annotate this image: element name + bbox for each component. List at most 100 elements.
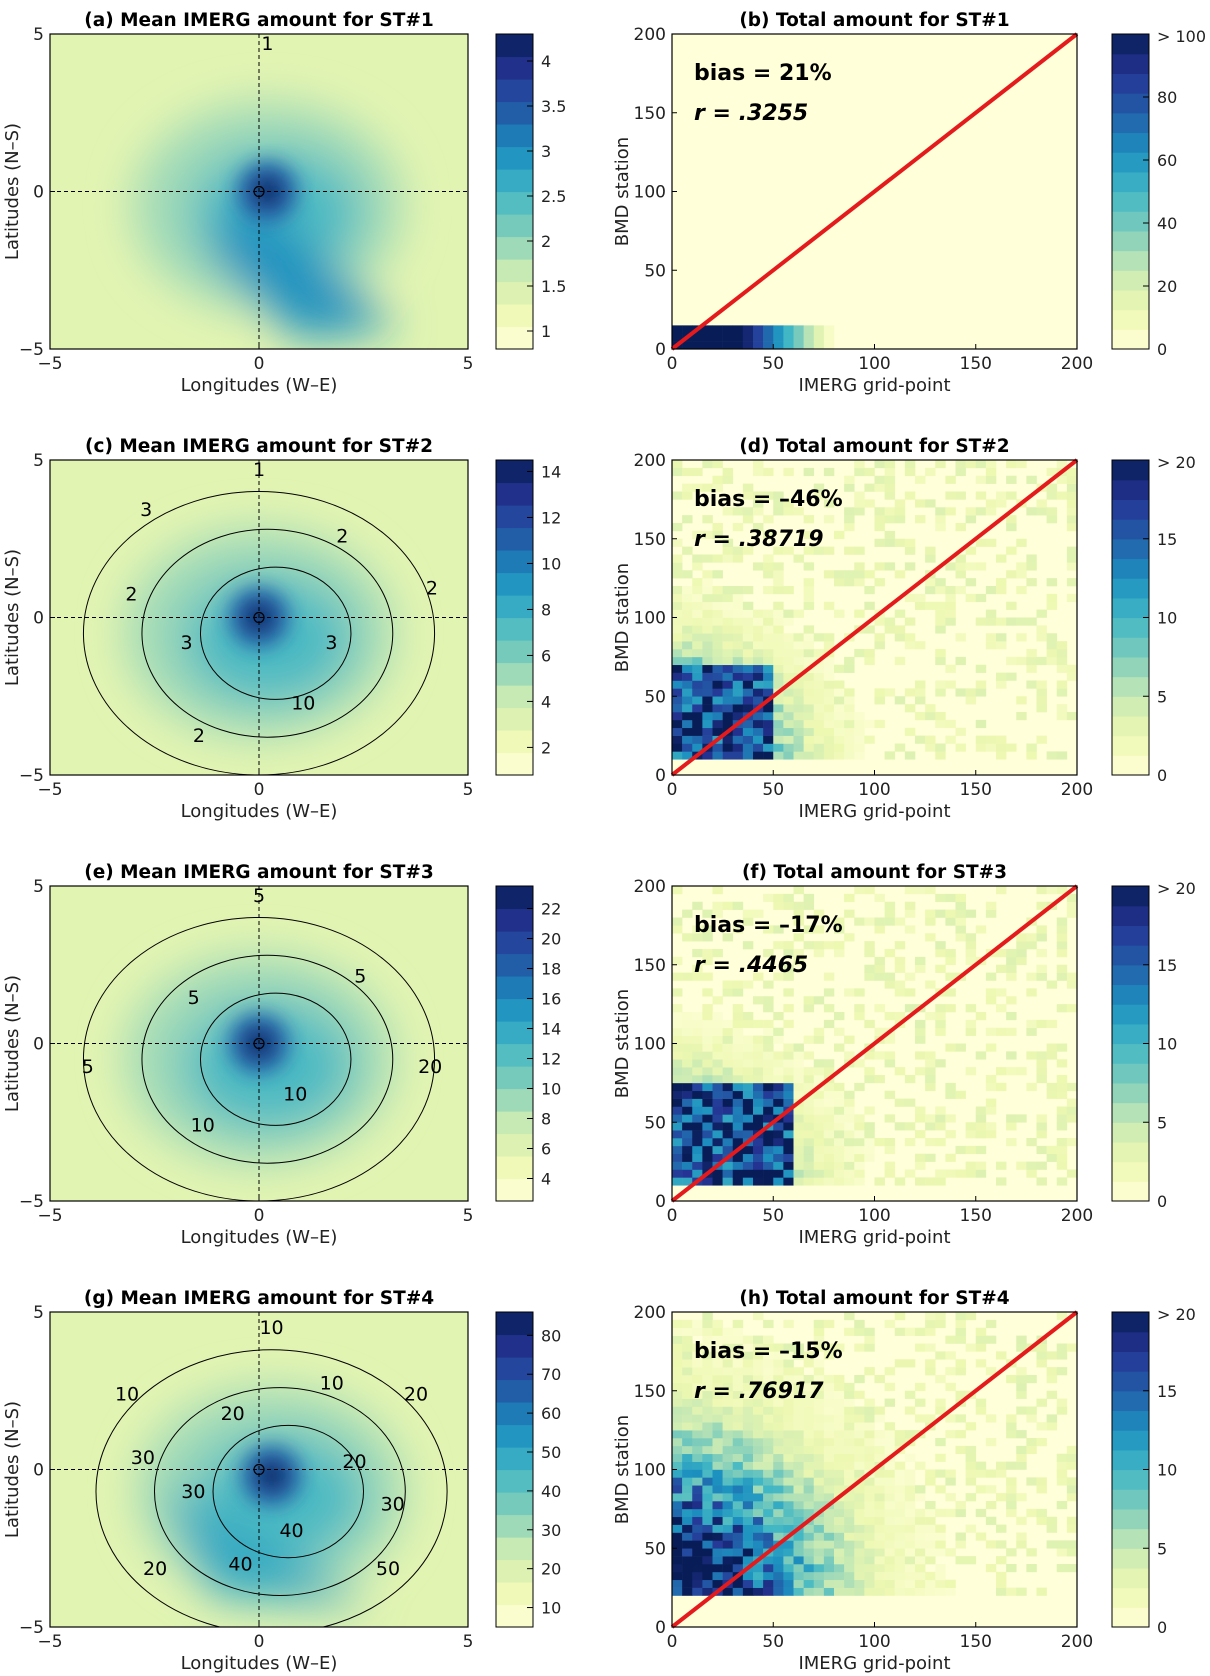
density-cell	[834, 719, 845, 729]
density-cell	[996, 1351, 1007, 1360]
colorbar-step	[1112, 925, 1149, 946]
density-cell	[722, 1067, 734, 1076]
density-cell	[864, 1335, 875, 1344]
panel-title: (d) Total amount for ST#2	[739, 436, 1009, 457]
density-cell	[722, 1351, 734, 1360]
density-cell	[965, 1524, 977, 1533]
x-tick-label: 100	[858, 1632, 890, 1652]
density-cell	[712, 1367, 723, 1376]
density-cell	[783, 499, 794, 508]
density-cell	[692, 1114, 703, 1123]
density-cell	[1036, 735, 1047, 744]
density-cell	[742, 1090, 754, 1099]
density-cell	[915, 1556, 926, 1565]
density-cell	[965, 1122, 977, 1131]
density-cell	[722, 1414, 734, 1423]
density-cell	[702, 1571, 713, 1581]
density-cell	[884, 1114, 896, 1123]
density-cell	[722, 1556, 734, 1565]
density-cell	[985, 1564, 997, 1573]
density-cell	[1056, 1312, 1068, 1321]
density-cell	[793, 917, 804, 926]
density-cell	[712, 1327, 723, 1336]
density-cell	[834, 1375, 845, 1384]
y-tick-label: 100	[634, 609, 666, 629]
density-cell	[975, 617, 987, 626]
density-cell	[793, 704, 804, 713]
density-cell	[844, 1501, 855, 1510]
density-cell	[834, 1414, 845, 1423]
density-cell	[945, 1508, 956, 1518]
density-cell	[793, 886, 804, 895]
density-cell	[712, 1153, 723, 1162]
y-tick-label: 50	[644, 261, 666, 281]
density-cell	[823, 719, 835, 729]
density-cell	[722, 1469, 734, 1478]
density-cell	[692, 1106, 703, 1115]
density-cell	[1066, 562, 1078, 571]
y-axis-label: BMD station	[612, 563, 633, 672]
density-cell	[915, 1398, 926, 1407]
density-cell	[773, 672, 784, 681]
density-cell	[854, 460, 865, 469]
x-axis-label: IMERG grid-point	[798, 801, 950, 822]
density-cell	[1026, 554, 1037, 563]
density-cell	[945, 893, 956, 903]
colorbar-step	[1112, 617, 1149, 638]
density-cell	[783, 1019, 794, 1029]
density-cell	[732, 696, 744, 705]
density-cell	[712, 719, 723, 729]
density-cell	[692, 1406, 703, 1415]
density-cell	[702, 641, 713, 650]
density-cell	[844, 1453, 855, 1462]
density-cell	[702, 515, 713, 524]
x-axis-label: Longitudes (W–E)	[181, 1227, 338, 1248]
density-cell	[1046, 1422, 1058, 1431]
density-cell	[834, 1382, 845, 1392]
density-cell	[813, 325, 825, 334]
density-cell	[945, 909, 956, 918]
contour-label: 5	[188, 987, 200, 1009]
density-cell	[823, 727, 835, 736]
density-cell	[702, 1461, 713, 1470]
density-cell	[985, 909, 997, 918]
density-cell	[672, 972, 683, 981]
density-cell	[712, 633, 723, 642]
density-cell	[753, 1453, 764, 1462]
density-cell	[803, 546, 815, 555]
density-cell	[722, 1375, 734, 1384]
density-cell	[722, 1398, 734, 1407]
density-cell	[763, 1540, 774, 1549]
density-cell	[945, 475, 956, 484]
density-cell	[894, 1098, 906, 1107]
density-cell	[935, 578, 946, 587]
density-cell	[793, 1461, 804, 1470]
density-cell	[702, 751, 713, 760]
density-cell	[935, 1019, 946, 1029]
density-cell	[702, 1004, 713, 1013]
density-cell	[1036, 1422, 1047, 1431]
density-cell	[773, 1501, 784, 1510]
density-cell	[692, 1382, 703, 1392]
density-cell	[692, 1556, 703, 1565]
density-cell	[702, 1540, 713, 1549]
density-cell	[823, 1114, 835, 1123]
density-cell	[935, 1485, 946, 1494]
density-cell	[793, 1571, 804, 1581]
density-cell	[935, 1438, 946, 1447]
density-cell	[813, 1145, 825, 1155]
density-cell	[773, 901, 784, 910]
density-cell	[773, 664, 784, 673]
density-cell	[773, 1367, 784, 1376]
density-cell	[823, 1508, 835, 1518]
density-cell	[925, 1114, 936, 1123]
colorbar-tick-label: 2	[541, 738, 551, 757]
density-cell	[915, 886, 926, 895]
density-cell	[692, 933, 703, 942]
density-cell	[854, 649, 865, 658]
density-cell	[732, 980, 744, 989]
density-cell	[996, 964, 1007, 973]
density-cell	[1056, 704, 1068, 713]
density-cell	[1036, 1130, 1047, 1139]
density-cell	[925, 1059, 936, 1068]
